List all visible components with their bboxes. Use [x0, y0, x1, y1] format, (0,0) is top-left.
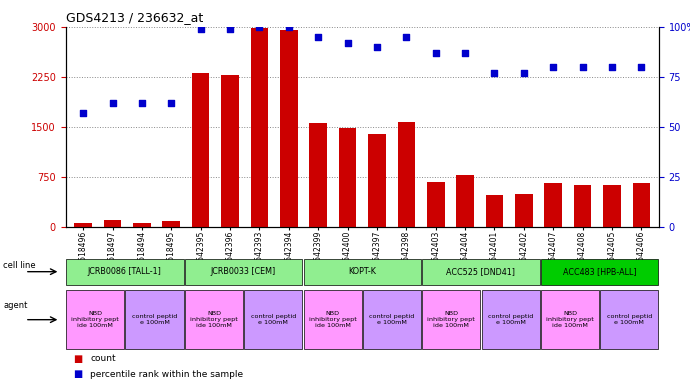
Bar [515, 194, 533, 227]
Bar [456, 175, 474, 227]
Text: NBD
inhibitory pept
ide 100mM: NBD inhibitory pept ide 100mM [190, 311, 238, 328]
Point [635, 64, 647, 70]
Bar [603, 185, 621, 227]
Bar [66, 290, 124, 349]
Point [78, 110, 89, 116]
Bar [244, 290, 302, 349]
Text: control peptid
e 100mM: control peptid e 100mM [132, 314, 177, 325]
Text: control peptid
e 100mM: control peptid e 100mM [369, 314, 415, 325]
Text: KOPT-K: KOPT-K [348, 267, 376, 276]
Text: NBD
inhibitory pept
ide 100mM: NBD inhibitory pept ide 100mM [71, 311, 119, 328]
Bar [368, 134, 386, 227]
Point [430, 50, 441, 56]
Bar [486, 195, 503, 227]
Point [518, 70, 529, 76]
Point [342, 40, 353, 46]
Bar [541, 290, 599, 349]
Point [137, 100, 148, 106]
Bar [541, 259, 658, 285]
Text: ■: ■ [72, 369, 82, 379]
Text: JCRB0086 [TALL-1]: JCRB0086 [TALL-1] [88, 267, 162, 276]
Bar [304, 290, 362, 349]
Point [195, 26, 206, 32]
Text: ACC483 [HPB-ALL]: ACC483 [HPB-ALL] [563, 267, 636, 276]
Point [224, 26, 235, 32]
Bar [544, 183, 562, 227]
Bar [339, 128, 356, 227]
Point [284, 24, 295, 30]
Text: cell line: cell line [3, 261, 36, 270]
Bar [192, 73, 210, 227]
Bar [104, 220, 121, 227]
Text: count: count [90, 354, 116, 363]
Point [489, 70, 500, 76]
Bar [250, 28, 268, 227]
Bar [600, 290, 658, 349]
Point [401, 34, 412, 40]
Bar [162, 221, 180, 227]
Bar [221, 76, 239, 227]
Bar [574, 185, 591, 227]
Point [577, 64, 588, 70]
Bar [422, 259, 540, 285]
Bar [427, 182, 444, 227]
Bar [75, 223, 92, 227]
Text: JCRB0033 [CEM]: JCRB0033 [CEM] [211, 267, 276, 276]
Bar [397, 122, 415, 227]
Bar [633, 183, 650, 227]
Text: control peptid
e 100mM: control peptid e 100mM [488, 314, 533, 325]
Point [166, 100, 177, 106]
Point [254, 24, 265, 30]
Bar [185, 290, 243, 349]
Point [607, 64, 618, 70]
Point [107, 100, 118, 106]
Bar [133, 223, 150, 227]
Bar [304, 259, 421, 285]
Text: ■: ■ [72, 354, 82, 364]
Point [371, 44, 382, 50]
Point [548, 64, 559, 70]
Bar [280, 30, 297, 227]
Bar [309, 123, 327, 227]
Text: agent: agent [3, 301, 28, 310]
Text: ACC525 [DND41]: ACC525 [DND41] [446, 267, 515, 276]
Text: GDS4213 / 236632_at: GDS4213 / 236632_at [66, 11, 203, 24]
Bar [66, 259, 184, 285]
Bar [363, 290, 421, 349]
Point [460, 50, 471, 56]
Bar [185, 259, 302, 285]
Text: NBD
inhibitory pept
ide 100mM: NBD inhibitory pept ide 100mM [427, 311, 475, 328]
Bar [482, 290, 540, 349]
Text: percentile rank within the sample: percentile rank within the sample [90, 370, 244, 379]
Text: NBD
inhibitory pept
ide 100mM: NBD inhibitory pept ide 100mM [308, 311, 357, 328]
Bar [422, 290, 480, 349]
Text: NBD
inhibitory pept
ide 100mM: NBD inhibitory pept ide 100mM [546, 311, 594, 328]
Point [313, 34, 324, 40]
Bar [126, 290, 184, 349]
Text: control peptid
e 100mM: control peptid e 100mM [607, 314, 652, 325]
Text: control peptid
e 100mM: control peptid e 100mM [250, 314, 296, 325]
